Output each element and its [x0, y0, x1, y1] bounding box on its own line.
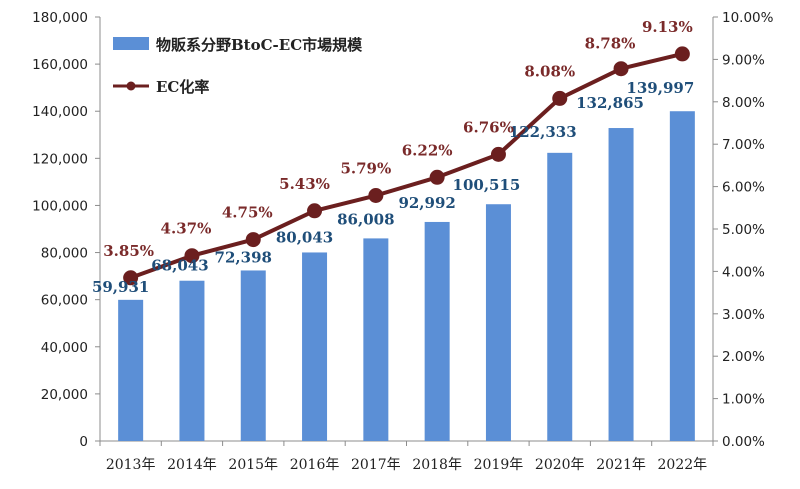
ec-rate-marker [245, 232, 261, 248]
legend-line-marker [126, 81, 136, 91]
left-tick-label: 160,000 [32, 57, 88, 73]
axes-layer: 0 20,000 40,000 60,000 80,000 100,000 120,000 1… [32, 10, 773, 473]
ec-rate-marker [184, 248, 200, 264]
left-tick-label: 180,000 [32, 10, 88, 26]
legend-bar-label: 物販系分野BtoC-EC市場規模 [156, 36, 363, 54]
rate-value-label: 6.22% [402, 141, 453, 159]
right-tick-label: 6.00% [722, 180, 765, 196]
ec-rate-marker [307, 203, 323, 219]
rate-value-label: 3.85% [103, 242, 154, 260]
bar [302, 252, 328, 441]
line-layer [123, 46, 690, 286]
right-tick-label: 5.00% [722, 222, 765, 238]
ec-rate-marker [368, 188, 384, 204]
bar [669, 111, 695, 442]
ec-rate-marker [123, 270, 139, 286]
x-tick-label: 2016年 [290, 457, 340, 473]
bar-value-label: 139,997 [626, 79, 694, 97]
bar [608, 128, 634, 441]
left-tick-label: 80,000 [41, 246, 88, 262]
ec-rate-marker [490, 146, 506, 162]
ec-rate-marker [552, 90, 568, 106]
rate-value-label: 4.37% [161, 220, 212, 238]
bar-value-label: 100,515 [453, 176, 521, 194]
bar-value-label: 92,992 [398, 194, 455, 212]
x-tick-label: 2014年 [167, 457, 217, 473]
ec-rate-line [129, 51, 683, 280]
legend: 物販系分野BtoC-EC市場規模 EC化率 [113, 36, 363, 96]
x-tick-label: 2020年 [535, 457, 585, 473]
right-tick-label: 4.00% [722, 264, 765, 280]
x-tick-label: 2015年 [228, 457, 278, 473]
bar-value-label: 68,043 [151, 257, 208, 275]
x-tick-label: 2021年 [596, 457, 646, 473]
bar-value-label: 59,931 [92, 278, 149, 296]
x-tick-label: 2017年 [351, 457, 401, 473]
bar-value-label: 122,333 [509, 123, 577, 141]
left-tick-label: 0 [79, 434, 88, 450]
rate-value-label: 5.79% [340, 160, 391, 178]
x-tick-label: 2013年 [106, 457, 156, 473]
rate-value-label: 8.78% [585, 35, 636, 53]
right-tick-label: 9.00% [722, 52, 765, 68]
right-tick-label: 3.00% [722, 307, 765, 323]
ec-rate-marker [613, 61, 629, 77]
right-tick-label: 10.00% [722, 10, 774, 26]
rate-value-label: 4.75% [222, 204, 273, 222]
legend-bar-swatch [113, 37, 149, 50]
bar-value-label: 86,008 [337, 210, 394, 228]
bar [179, 280, 205, 441]
ec-rate-marker [429, 169, 445, 185]
bar-value-label: 132,865 [576, 94, 644, 112]
right-tick-label: 2.00% [722, 349, 765, 365]
ec-rate-marker [674, 46, 690, 62]
left-tick-label: 120,000 [32, 151, 88, 167]
legend-line-label: EC化率 [156, 78, 209, 96]
bar-value-label: 80,043 [276, 228, 333, 246]
left-tick-label: 100,000 [32, 198, 88, 214]
right-tick-label: 0.00% [722, 434, 765, 450]
right-tick-label: 8.00% [722, 95, 765, 111]
rate-value-label: 5.43% [279, 175, 330, 193]
rate-value-label: 6.76% [463, 118, 514, 136]
right-tick-label: 1.00% [722, 392, 765, 408]
bar [485, 204, 511, 441]
bar [118, 299, 144, 441]
left-tick-label: 20,000 [41, 387, 88, 403]
x-tick-label: 2022年 [658, 457, 708, 473]
bar [363, 238, 389, 441]
bar [424, 221, 450, 441]
right-tick-label: 7.00% [722, 137, 765, 153]
rate-value-label: 8.08% [524, 62, 575, 80]
bar [547, 152, 573, 441]
left-tick-label: 140,000 [32, 104, 88, 120]
bars-layer [118, 111, 695, 442]
left-tick-label: 40,000 [41, 340, 88, 356]
x-tick-label: 2019年 [474, 457, 524, 473]
bar [240, 270, 266, 441]
rate-value-label: 9.13% [642, 18, 693, 36]
left-tick-label: 60,000 [41, 293, 88, 309]
bar-value-label: 72,398 [215, 248, 272, 266]
x-tick-label: 2018年 [412, 457, 462, 473]
